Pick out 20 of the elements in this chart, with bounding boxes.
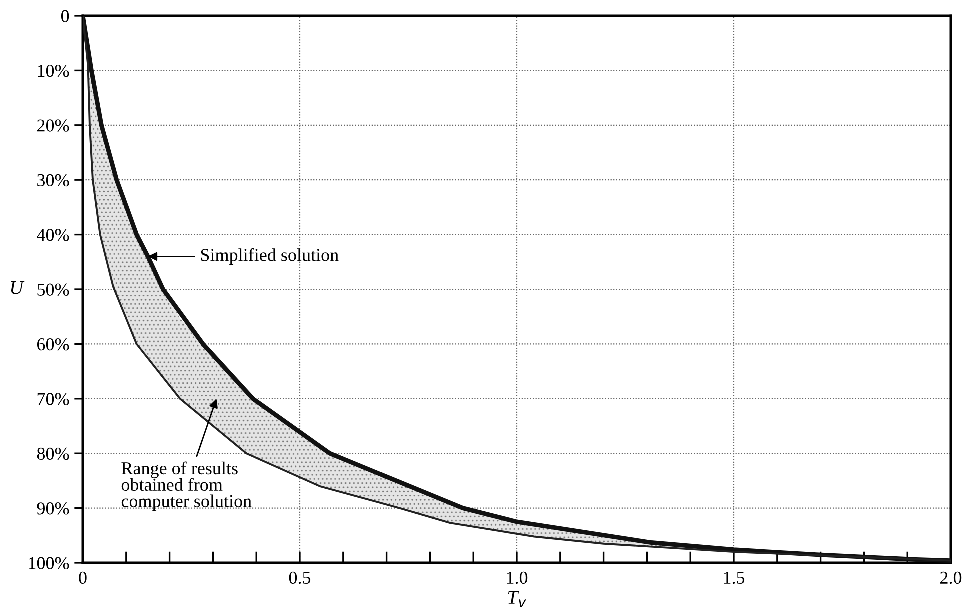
x-tick-label: 1.0: [507, 572, 528, 584]
y-tick-label: 60%: [37, 338, 70, 351]
x-tick-label: 1.5: [724, 572, 745, 584]
y-tick-label: 70%: [38, 393, 70, 406]
y-tick-label: 50%: [38, 284, 70, 296]
y-tick-label: 80%: [37, 448, 70, 460]
x-tick-label: 0.5: [289, 572, 311, 584]
x-axis-title: T$_{v}$: [508, 591, 526, 608]
y-tick-label: 90%: [37, 502, 70, 515]
annotation: Range of results obtained from computer solution: [122, 462, 252, 512]
y-tick-label: 10%: [38, 64, 70, 78]
x-tick-label: 0: [79, 572, 87, 584]
y-tick-label: 40%: [37, 229, 70, 242]
y-axis-title: U: [11, 281, 25, 294]
annotation: Simplified solution: [201, 248, 339, 265]
y-tick-label: 20%: [38, 120, 70, 132]
x-tick-label: 2.0: [940, 572, 962, 584]
y-tick-label: 100%: [29, 557, 70, 570]
y-tick-label: 30%: [38, 174, 70, 187]
y-tick-label: 0: [61, 10, 70, 22]
